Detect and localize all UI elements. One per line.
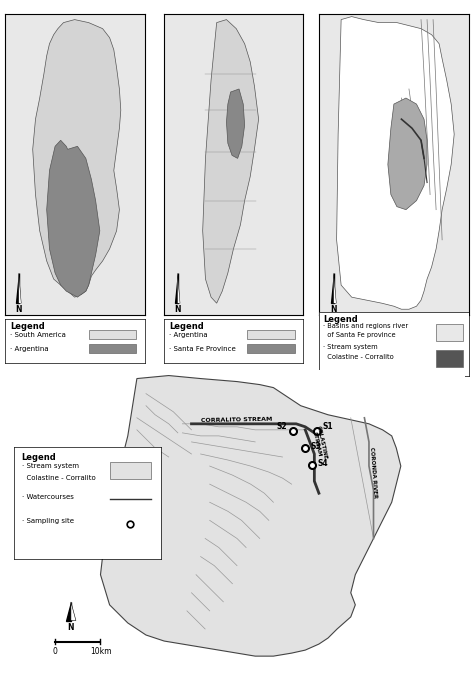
Text: · Basins and regions river: · Basins and regions river: [323, 323, 408, 329]
Text: COLASTINE
STREAM: COLASTINE STREAM: [310, 426, 328, 462]
Text: S3: S3: [311, 443, 321, 452]
Polygon shape: [66, 602, 71, 620]
Text: · Argentina: · Argentina: [10, 346, 49, 352]
FancyBboxPatch shape: [247, 344, 295, 353]
Text: S1: S1: [322, 422, 333, 431]
Text: · South America: · South America: [10, 332, 66, 338]
Text: Colastine - Corralito: Colastine - Corralito: [323, 354, 394, 360]
Text: Legend: Legend: [169, 322, 204, 331]
Text: CORONDA RIVER: CORONDA RIVER: [369, 446, 378, 498]
Text: Legend: Legend: [323, 315, 358, 324]
Text: · Sampling site: · Sampling site: [22, 518, 73, 524]
Text: · Stream system: · Stream system: [22, 464, 79, 469]
Text: N: N: [68, 623, 74, 632]
Text: CORRALITO STREAM: CORRALITO STREAM: [201, 417, 273, 423]
Polygon shape: [33, 20, 121, 297]
Polygon shape: [18, 273, 21, 303]
Polygon shape: [175, 273, 177, 303]
Polygon shape: [203, 20, 259, 303]
Text: · Argentina: · Argentina: [169, 332, 208, 338]
Polygon shape: [177, 273, 180, 303]
Text: · Santa Fe Province: · Santa Fe Province: [169, 346, 236, 352]
Text: of Santa Fe province: of Santa Fe province: [323, 332, 396, 338]
FancyBboxPatch shape: [436, 350, 463, 367]
Polygon shape: [71, 602, 76, 620]
Text: 10km: 10km: [90, 647, 111, 656]
Text: Legend: Legend: [10, 322, 45, 331]
Text: S2: S2: [276, 422, 287, 431]
Text: · Stream system: · Stream system: [323, 344, 378, 351]
FancyBboxPatch shape: [247, 330, 295, 339]
Text: Colastine - Corralito: Colastine - Corralito: [22, 475, 95, 481]
Text: N: N: [16, 304, 22, 314]
Text: · Watercourses: · Watercourses: [22, 494, 73, 500]
Polygon shape: [331, 273, 334, 303]
Polygon shape: [100, 376, 401, 656]
Polygon shape: [16, 273, 18, 303]
Text: 0: 0: [53, 647, 57, 656]
Text: Legend: Legend: [22, 453, 56, 462]
Polygon shape: [227, 89, 245, 159]
Text: S4: S4: [318, 459, 328, 468]
Polygon shape: [388, 98, 427, 210]
Polygon shape: [337, 16, 454, 309]
Polygon shape: [334, 273, 337, 303]
FancyBboxPatch shape: [89, 344, 136, 353]
FancyBboxPatch shape: [89, 330, 136, 339]
Polygon shape: [46, 140, 100, 297]
FancyBboxPatch shape: [109, 462, 151, 479]
FancyBboxPatch shape: [436, 324, 463, 341]
Text: N: N: [330, 304, 337, 314]
Text: N: N: [174, 304, 181, 314]
